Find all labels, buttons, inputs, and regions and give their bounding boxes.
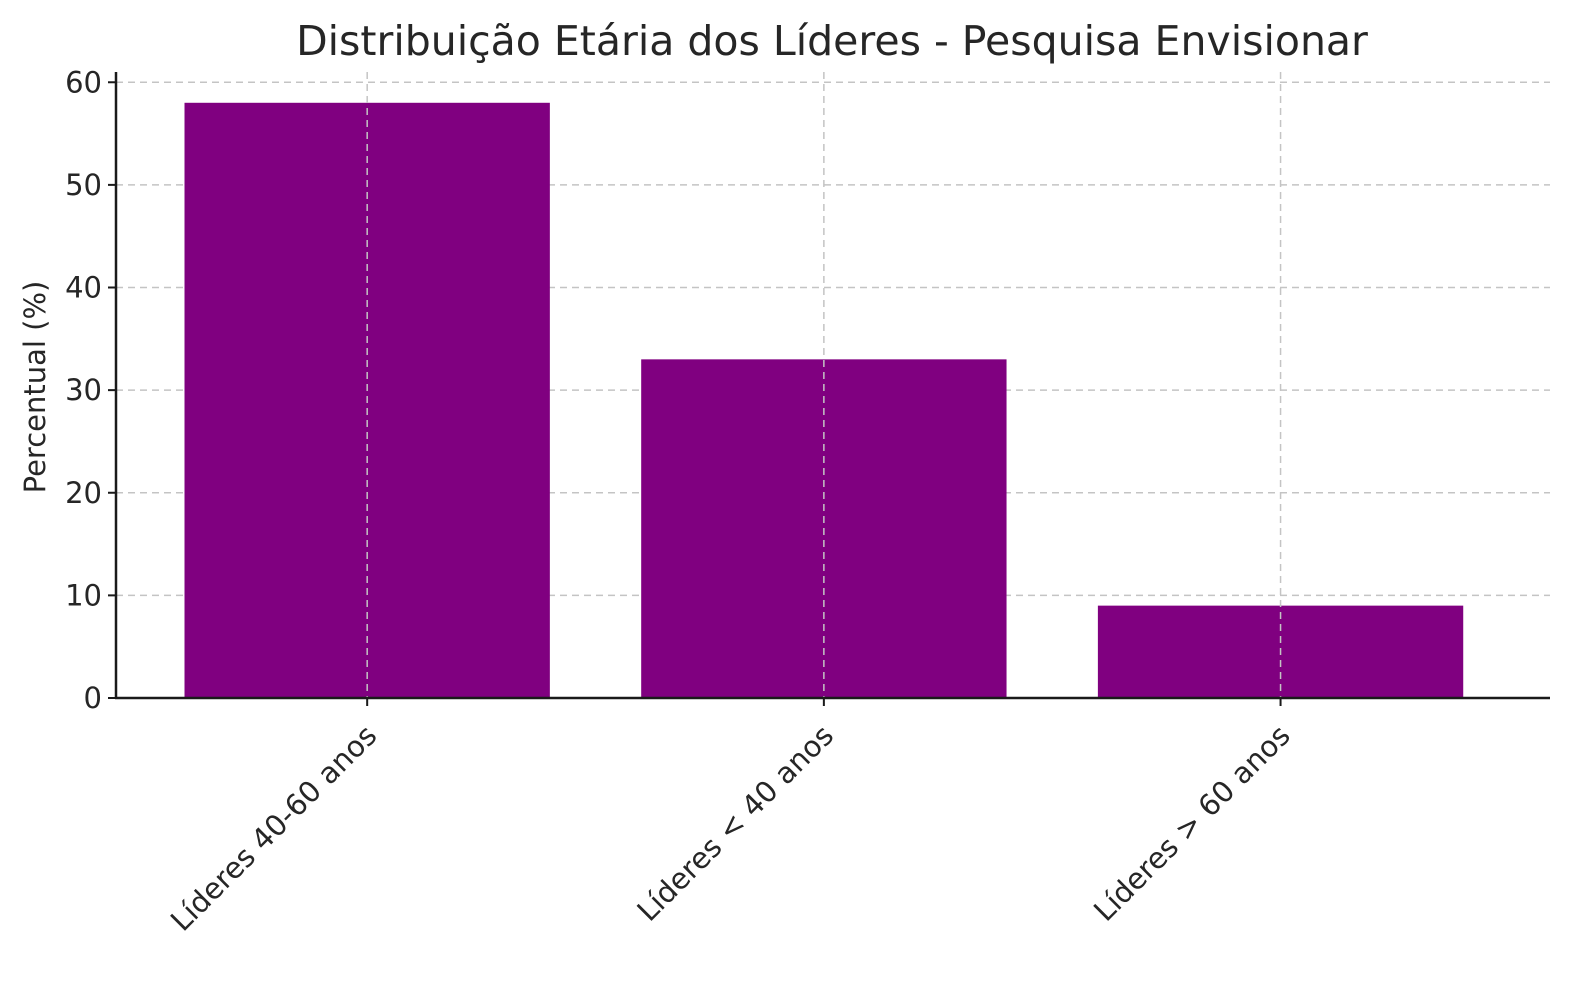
bars [184,102,1464,699]
x-ticks: Líderes 40-60 anos Líderes < 40 anos Líder… [164,698,1297,938]
y-tick-label: 20 [65,476,102,510]
chart-title: Distribuição Etária dos Líderes - Pesqui… [296,17,1368,65]
grid [116,81,1550,597]
y-ticks: 0 10 20 30 40 50 60 [65,65,116,715]
y-axis-label: Percentual (%) [18,281,52,494]
y-tick-label: 0 [84,681,102,715]
y-tick-label: 60 [65,65,102,99]
y-tick-label: 40 [65,271,102,305]
y-tick-label: 10 [65,578,102,612]
y-tick-label: 30 [65,373,102,407]
x-grid [366,72,1282,698]
y-tick-label: 50 [65,168,102,202]
x-tick-label: Líderes < 40 anos [630,718,840,928]
x-tick-label: Líderes > 60 anos [1087,718,1297,928]
x-tick-label: Líderes 40-60 anos [164,718,383,937]
